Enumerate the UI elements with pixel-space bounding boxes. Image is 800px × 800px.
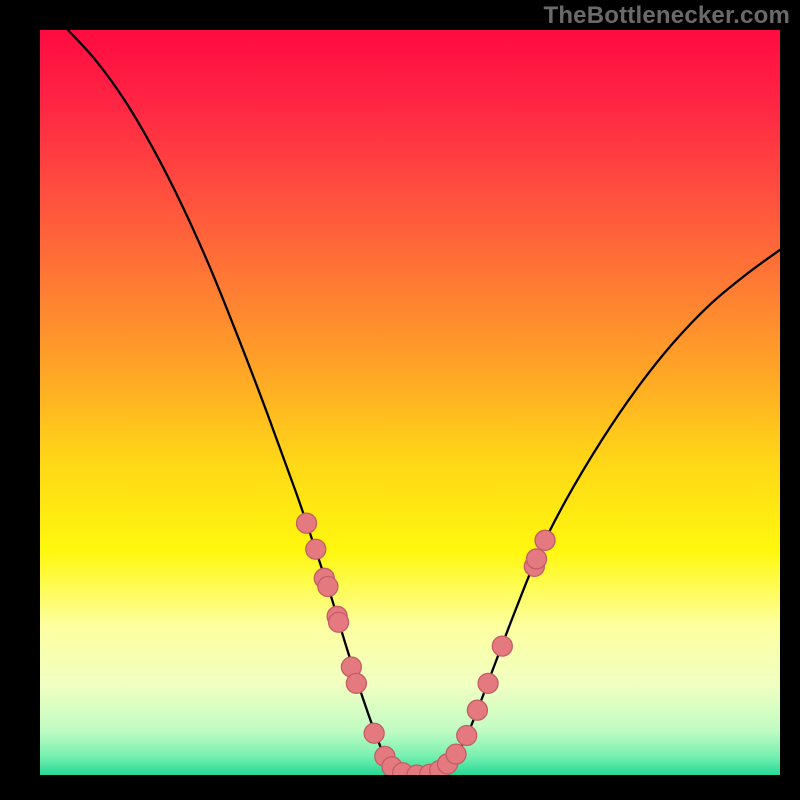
data-marker [297,513,317,533]
bottleneck-curve [68,30,780,775]
data-marker [527,549,547,569]
data-markers [297,513,556,775]
data-marker [364,723,384,743]
data-marker [492,636,512,656]
data-marker [467,700,487,720]
plot-area [40,30,780,775]
data-marker [306,539,326,559]
data-marker [446,744,466,764]
data-marker [318,577,338,597]
data-marker [346,673,366,693]
data-marker [457,726,477,746]
data-marker [329,612,349,632]
chart-overlay [40,30,780,775]
chart-stage: TheBottlenecker.com [0,0,800,800]
watermark-text: TheBottlenecker.com [543,2,790,30]
data-marker [535,530,555,550]
data-marker [478,673,498,693]
